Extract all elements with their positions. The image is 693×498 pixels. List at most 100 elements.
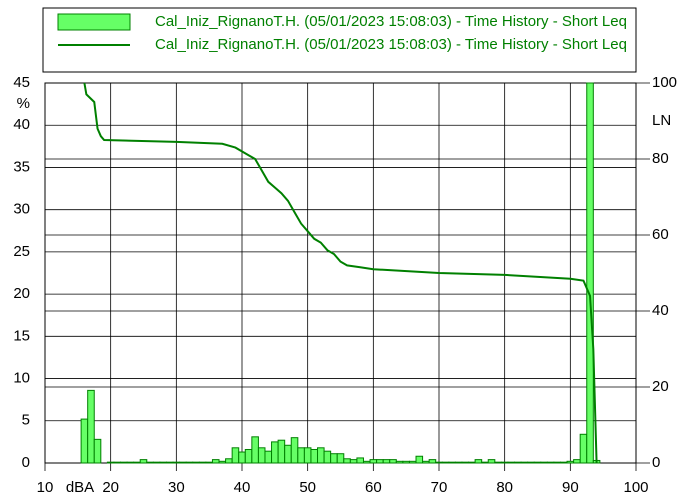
bar <box>231 447 240 464</box>
y2-tick-label: 40 <box>652 302 669 319</box>
bar <box>468 461 476 464</box>
bar <box>402 460 410 464</box>
x-tick-label: 30 <box>168 479 185 496</box>
x-tick-label: 60 <box>365 479 382 496</box>
bar <box>205 461 213 464</box>
bar <box>251 436 259 464</box>
bar <box>80 418 89 464</box>
bar <box>159 461 167 464</box>
bar <box>448 461 456 464</box>
y-axis-label: % <box>17 95 30 112</box>
bar <box>87 389 95 464</box>
bar <box>113 461 122 464</box>
bar <box>146 461 154 464</box>
bar <box>185 461 194 464</box>
bar <box>573 459 581 464</box>
x-tick-label: 20 <box>102 479 119 496</box>
y-tick-label: 30 <box>13 201 30 218</box>
bar <box>474 459 483 464</box>
y2-tick-label: 100 <box>652 74 677 91</box>
bar <box>481 461 489 464</box>
legend-label: Cal_Iniz_RignanoT.H. (05/01/2023 15:08:0… <box>155 13 627 30</box>
bar <box>133 461 141 464</box>
y-tick-label: 0 <box>22 454 30 471</box>
bar <box>579 433 588 464</box>
y-tick-label: 45 <box>13 74 30 91</box>
bar <box>310 448 319 464</box>
bar <box>389 459 397 464</box>
bar <box>415 455 424 464</box>
bar <box>533 461 542 464</box>
y-tick-label: 35 <box>13 158 30 175</box>
bar <box>211 459 220 464</box>
bar <box>514 461 522 464</box>
bar <box>218 460 227 464</box>
y2-tick-label: 80 <box>652 150 669 167</box>
bar <box>198 461 207 464</box>
y-tick-label: 40 <box>13 116 30 133</box>
bar <box>336 453 345 464</box>
y-tick-label: 25 <box>13 243 30 260</box>
bar <box>382 459 391 464</box>
bar <box>323 450 332 464</box>
bar <box>586 82 594 464</box>
bar <box>422 460 430 464</box>
bar <box>244 448 253 464</box>
bar <box>271 441 279 464</box>
bar <box>165 461 174 464</box>
bar <box>284 444 292 464</box>
bar <box>527 461 535 464</box>
bar <box>349 459 358 464</box>
bar <box>520 461 529 464</box>
bar <box>454 461 463 464</box>
bar <box>303 447 312 464</box>
bar <box>428 459 437 464</box>
bar <box>553 461 561 464</box>
legend-bar-icon <box>57 13 131 31</box>
x-tick-label: 90 <box>562 479 579 496</box>
x-axis-label: dBA <box>66 479 94 496</box>
bar <box>507 461 516 464</box>
bar <box>126 461 135 464</box>
x-tick-label: 100 <box>623 479 648 496</box>
bar <box>106 461 115 464</box>
bar <box>277 439 286 464</box>
bar <box>317 447 325 464</box>
bar <box>152 461 161 464</box>
y-tick-label: 15 <box>13 327 30 344</box>
x-tick-label: 40 <box>234 479 251 496</box>
x-tick-label: 10 <box>37 479 54 496</box>
bar <box>362 460 371 464</box>
bar <box>356 457 364 464</box>
bar <box>179 461 187 464</box>
bar <box>120 461 128 464</box>
bar <box>408 460 417 464</box>
bar <box>494 461 502 464</box>
bar <box>500 461 509 464</box>
y-tick-label: 20 <box>13 285 30 302</box>
y2-tick-label: 60 <box>652 226 669 243</box>
y-tick-label: 10 <box>13 370 30 387</box>
bar <box>343 458 351 464</box>
bar <box>566 460 575 464</box>
bar <box>546 461 555 464</box>
bar <box>257 447 266 464</box>
y2-tick-label: 0 <box>652 454 660 471</box>
bar <box>461 461 470 464</box>
bar <box>435 461 443 464</box>
bar <box>238 451 246 464</box>
y-tick-label: 5 <box>22 412 30 429</box>
ln-line <box>83 82 598 464</box>
bar <box>290 437 299 464</box>
bar <box>540 461 548 464</box>
x-tick-label: 50 <box>299 479 316 496</box>
bar <box>225 458 233 464</box>
bar <box>395 460 404 464</box>
y2-axis-label: LN <box>652 112 671 129</box>
bar <box>487 459 496 464</box>
bar <box>441 461 450 464</box>
legend-box <box>42 7 637 73</box>
bar <box>139 459 148 464</box>
bar <box>93 438 102 464</box>
bar <box>369 459 378 464</box>
